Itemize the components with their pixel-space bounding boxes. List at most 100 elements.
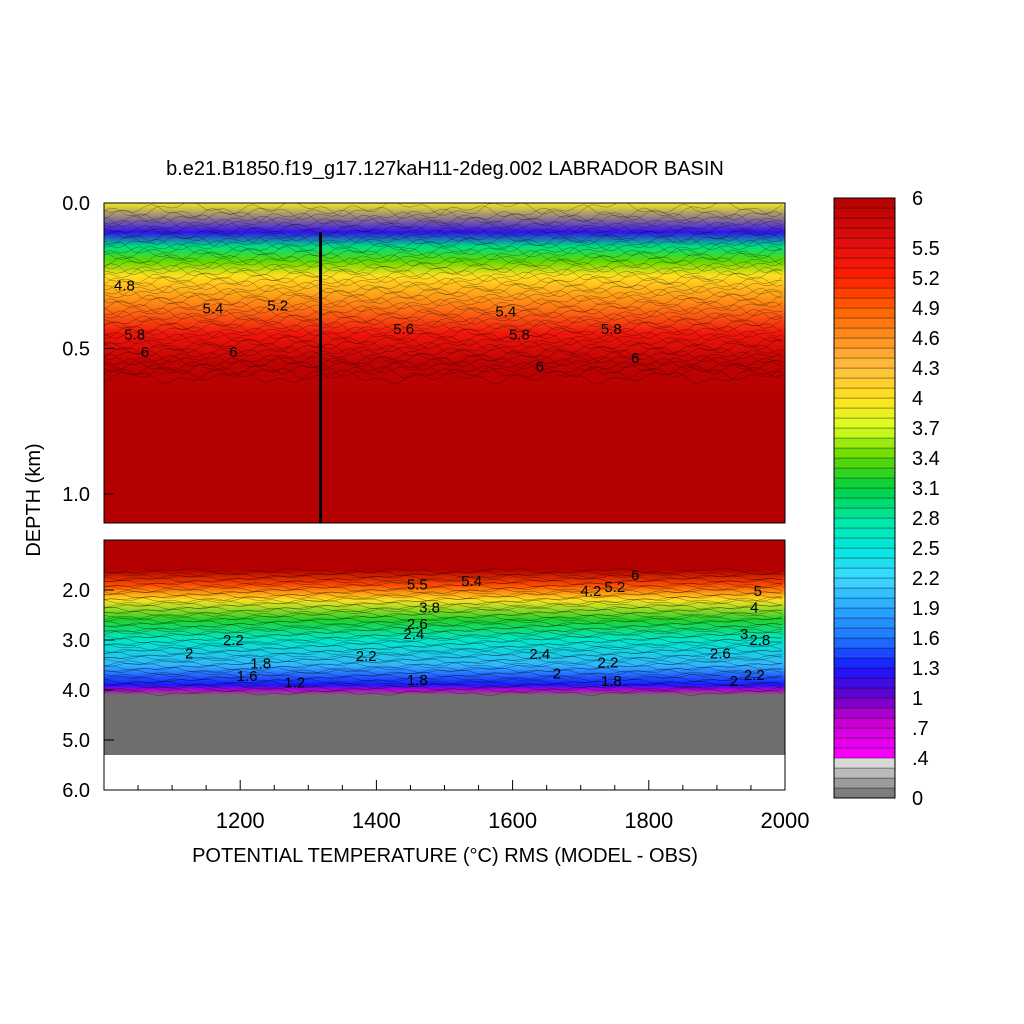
contour-line bbox=[104, 232, 783, 249]
colorbar-segment bbox=[833, 587, 896, 599]
contour-line bbox=[104, 590, 783, 597]
contour-line bbox=[104, 267, 783, 284]
contour-line bbox=[104, 603, 783, 611]
contour-line bbox=[104, 659, 783, 667]
contour-label: 1.2 bbox=[284, 675, 305, 692]
colorbar-segment bbox=[833, 527, 896, 539]
contour-label: 2.2 bbox=[356, 648, 377, 665]
colorbar-segment bbox=[833, 477, 896, 489]
colorbar-label: 4 bbox=[912, 388, 923, 410]
contour-line bbox=[104, 655, 783, 663]
colorbar-segment bbox=[833, 547, 896, 559]
upper-panel-frame bbox=[103, 202, 786, 524]
contour-line bbox=[104, 650, 783, 658]
contour-label: 6 bbox=[536, 359, 544, 376]
colorbar-segment bbox=[833, 207, 896, 219]
colorbar-segment bbox=[833, 697, 896, 709]
contour-line bbox=[104, 601, 783, 609]
colorbar-segment bbox=[833, 667, 896, 679]
colorbar-segment bbox=[833, 307, 896, 319]
contour-line bbox=[104, 225, 783, 242]
y-tick-label: 5.0 bbox=[62, 730, 90, 752]
colorbar: 6 5.5 5.2 4.9 4.6 4.3 4 3.7 3.4 3.1 2.8 2.5 2.2 1.9 1.… bbox=[833, 188, 940, 810]
contour-label: 6 bbox=[229, 344, 237, 361]
contour-line bbox=[104, 635, 783, 642]
colorbar-segment bbox=[833, 637, 896, 649]
contour-line bbox=[104, 340, 783, 357]
colorbar-segment bbox=[833, 757, 896, 769]
colorbar-label: 3.1 bbox=[912, 478, 940, 500]
contour-label: 1.6 bbox=[237, 668, 258, 685]
colorbar-label: .4 bbox=[912, 748, 929, 770]
contour-line bbox=[104, 641, 783, 649]
contour-line bbox=[104, 596, 783, 604]
contour-line bbox=[104, 614, 783, 622]
colorbar-label: 4.9 bbox=[912, 298, 940, 320]
contour-line bbox=[104, 228, 783, 245]
contour-line bbox=[104, 605, 783, 613]
contour-line bbox=[104, 270, 783, 287]
colorbar-segment bbox=[833, 467, 896, 479]
contour-line bbox=[104, 632, 783, 640]
colorbar-segment bbox=[833, 567, 896, 579]
contour-line bbox=[104, 343, 783, 361]
contour-line bbox=[104, 630, 783, 638]
contour-label: 6 bbox=[631, 567, 639, 584]
contour-line bbox=[104, 567, 783, 575]
contour-line bbox=[104, 298, 783, 315]
contour-line bbox=[104, 621, 783, 629]
contour-label: 5.4 bbox=[461, 573, 482, 590]
lower-panel-contours bbox=[104, 567, 783, 696]
contour-line bbox=[104, 361, 783, 378]
contour-line bbox=[104, 677, 783, 685]
contour-label: 5.6 bbox=[393, 321, 414, 338]
contour-label: 2 bbox=[185, 646, 193, 663]
contour-line bbox=[104, 204, 783, 221]
x-axis-label: POTENTIAL TEMPERATURE (°C) RMS (MODEL - … bbox=[192, 845, 698, 867]
contour-line bbox=[104, 592, 783, 600]
colorbar-label: 1.9 bbox=[912, 598, 940, 620]
contour-label: 5.5 bbox=[407, 577, 428, 594]
contour-label: 3 bbox=[740, 626, 748, 643]
contour-line bbox=[104, 653, 783, 660]
contour-line bbox=[104, 673, 783, 681]
contour-line bbox=[104, 203, 783, 218]
contour-line bbox=[104, 309, 783, 326]
colorbar-label: .7 bbox=[912, 718, 929, 740]
colorbar-segment bbox=[833, 787, 896, 799]
contour-label: 2.2 bbox=[223, 632, 244, 649]
contour-label: 2.6 bbox=[407, 616, 428, 633]
colorbar-label: 1 bbox=[912, 688, 923, 710]
colorbar-label: 3.7 bbox=[912, 418, 940, 440]
contour-line bbox=[104, 637, 783, 645]
colorbar-segment bbox=[833, 397, 896, 409]
contour-label: 5.8 bbox=[124, 327, 145, 344]
contour-line bbox=[104, 581, 783, 588]
colorbar-label: 2.5 bbox=[912, 538, 940, 560]
contour-label: 5.4 bbox=[495, 303, 516, 320]
contour-label: 5.8 bbox=[509, 327, 530, 344]
colorbar-segment bbox=[833, 247, 896, 259]
contour-line bbox=[104, 235, 783, 252]
colorbar-segment bbox=[833, 347, 896, 359]
colorbar-segment bbox=[833, 767, 896, 779]
contour-line bbox=[104, 357, 783, 375]
contour-label: 2.2 bbox=[598, 655, 619, 672]
colorbar-segment bbox=[833, 257, 896, 269]
contour-label: 2.4 bbox=[403, 626, 424, 643]
contour-line bbox=[104, 639, 783, 647]
contour-line bbox=[104, 585, 783, 593]
x-tick-label: 1800 bbox=[624, 808, 673, 833]
contour-line bbox=[104, 662, 783, 669]
contour-line bbox=[104, 277, 783, 294]
y-tick-label: 3.0 bbox=[62, 630, 90, 652]
contour-label: 2 bbox=[730, 673, 738, 690]
colorbar-segment bbox=[833, 497, 896, 509]
contour-line bbox=[104, 574, 783, 582]
colorbar-segment bbox=[833, 427, 896, 439]
contour-label: 4.8 bbox=[114, 277, 135, 294]
colorbar-segment bbox=[833, 507, 896, 519]
colorbar-segment bbox=[833, 487, 896, 499]
